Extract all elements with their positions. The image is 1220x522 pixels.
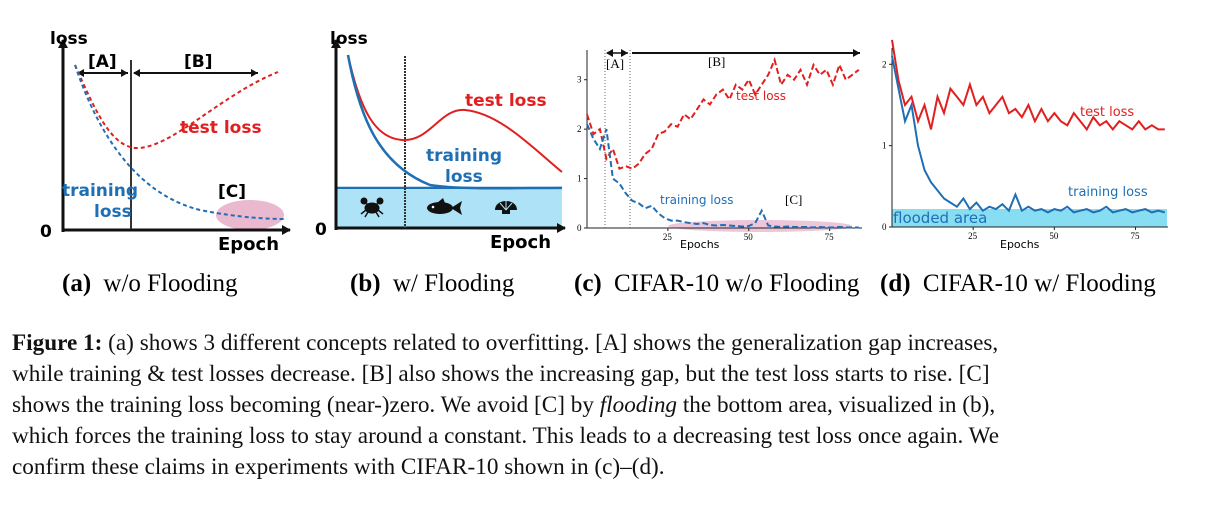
y-ticks: 0 1 2 3 [577,75,587,233]
bracket-a-label: [A] [606,56,624,71]
caption-b-text: w/ Flooding [393,270,515,297]
y-tick-label: 1 [882,141,887,151]
x-ticks: 25 50 75 [663,228,834,242]
panel-c: 0 1 2 3 25 50 75 Epochs [A] [B] [C] test loss… [577,49,862,251]
caption-line-1: Figure 1: (a) shows 3 different concepts… [12,328,1212,359]
y-ticks: 0 1 2 [882,59,892,232]
test-loss-curve [347,54,563,173]
test-loss-series [586,56,860,171]
caption-line-4: which forces the training loss to stay a… [12,423,999,449]
bracket-c-label: [C] [785,192,802,207]
panel-a: loss 0 Epoch [A] [B] test loss training … [40,29,291,255]
training-loss-label-2: loss [445,167,483,187]
fish-icon [427,198,462,215]
flooded-area [892,209,1167,227]
test-loss-curve [74,64,279,150]
caption-d: (d) CIFAR-10 w/ Flooding [880,270,1156,297]
caption-b-letter: (b) [350,270,381,297]
caption-a-text: w/o Flooding [103,270,238,297]
y-tick-label: 2 [882,59,887,69]
test-loss-series [891,39,1165,132]
training-loss-label-1: training [426,146,502,166]
y-axis-label: loss [50,29,88,49]
caption-c-letter: (c) [574,270,602,297]
figure-caption: Figure 1: (a) shows 3 different concepts… [12,328,1212,483]
training-loss-curve [74,64,286,220]
caption-c-text: CIFAR-10 w/o Flooding [614,270,860,297]
bracket-b-label: [B] [184,52,213,72]
x-ticks: 25 50 75 [968,227,1140,241]
caption-a-letter: (a) [62,270,91,297]
caption-c: (c) CIFAR-10 w/o Flooding [574,270,860,297]
caption-line-1-text: (a) shows 3 different concepts related t… [102,330,999,356]
x-tick-label: 25 [663,232,673,242]
panel-d: 0 1 2 25 50 75 Epochs test loss training los… [882,39,1168,251]
training-loss-label: training loss [1068,185,1148,200]
origin-label: 0 [315,220,327,240]
test-loss-label: test loss [180,118,262,138]
bracket-c-label: [C] [218,182,246,202]
flooded-area-label: flooded area [893,209,987,227]
x-tick-label: 25 [968,231,978,241]
bracket-a-label: [A] [88,52,117,72]
caption-a: (a) w/o Flooding [62,270,238,297]
origin-label: 0 [40,222,52,242]
x-axis-label: Epoch [490,232,551,253]
training-loss-label-2: loss [94,202,132,222]
caption-d-text: CIFAR-10 w/ Flooding [923,270,1156,297]
y-tick-label: 0 [882,222,887,232]
caption-line-5: confirm these claims in experiments with… [12,454,665,480]
caption-emphasis: flooding [599,392,678,418]
y-tick-label: 1 [577,174,582,184]
caption-line-3-end: the bottom area, visualized in (b), [677,392,996,418]
x-tick-label: 75 [1131,231,1141,241]
y-tick-label: 2 [577,124,582,134]
figure-label: Figure 1: [12,330,103,356]
training-loss-series [891,55,1166,214]
caption-d-letter: (d) [880,270,911,297]
training-loss-curve [346,54,563,190]
crab-icon [360,197,384,218]
caption-b: (b) w/ Flooding [350,270,515,297]
training-loss-label-1: training [62,181,138,201]
y-axis-label: loss [330,29,368,49]
near-zero-region [216,200,284,230]
x-tick-label: 50 [744,232,754,242]
caption-line-3-text: shows the training loss becoming (near-)… [12,392,600,418]
bracket-b-label: [B] [708,54,725,69]
x-axis-label: Epochs [1000,238,1040,251]
caption-line-2: while training & test losses decrease. [… [12,361,990,387]
x-tick-label: 50 [1049,231,1059,241]
x-axis-label: Epochs [680,238,720,251]
panel-b: loss 0 Epoch test loss training loss [315,29,566,253]
near-zero-region [668,220,852,232]
shell-icon [495,201,517,214]
training-loss-series [586,123,859,229]
x-tick-label: 75 [825,232,835,242]
training-loss-label: training loss [660,193,733,207]
test-loss-label: test loss [736,89,786,103]
y-tick-label: 0 [577,223,582,233]
test-loss-label: test loss [1080,105,1134,120]
y-tick-label: 3 [577,75,582,85]
caption-line-3: shows the training loss becoming (near-)… [12,390,1212,421]
x-axis-label: Epoch [218,234,279,255]
test-loss-label: test loss [465,91,547,111]
